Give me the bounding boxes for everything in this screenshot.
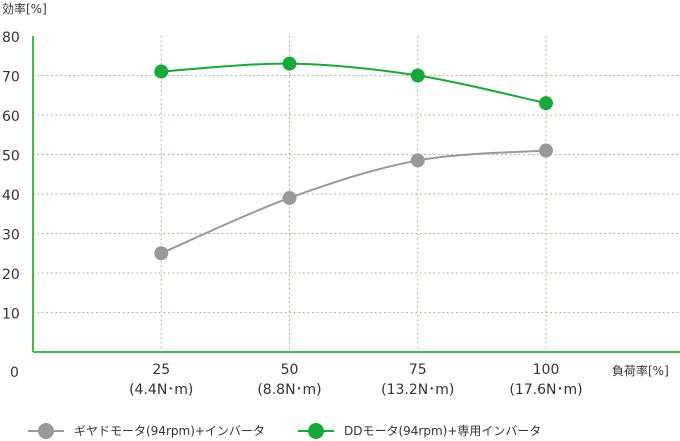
y-axis-title: 効率[%] <box>2 2 47 16</box>
x-tick-label-50: 50 <box>281 362 299 378</box>
legend-item-series-1: ギヤドモータ(94rpm)+インバータ <box>28 420 265 441</box>
series-2-point-75 <box>410 68 425 83</box>
x-tick-label-100: 100 <box>533 362 560 378</box>
legend-marker-series-2 <box>298 422 334 439</box>
y-tick-label-60: 60 <box>2 109 20 125</box>
x-tick-sublabel-50: (8.8N･m) <box>257 382 321 398</box>
x-tick-sublabel-100: (17.6N･m) <box>509 382 582 398</box>
series-1-point-75 <box>410 153 425 168</box>
legend-item-series-2: DDモータ(94rpm)+専用インバータ <box>298 420 541 441</box>
y-tick-label-40: 40 <box>2 188 20 204</box>
x-tick-sublabel-75: (13.2N･m) <box>381 382 454 398</box>
y-tick-label-50: 50 <box>2 149 20 165</box>
legend-label-series-1: ギヤドモータ(94rpm)+インバータ <box>74 424 265 438</box>
y-tick-label-70: 70 <box>2 70 20 86</box>
legend-marker-series-1 <box>28 422 64 439</box>
series-1-point-25 <box>154 246 169 261</box>
legend-label-series-2: DDモータ(94rpm)+専用インバータ <box>344 424 542 438</box>
y-tick-label-10: 10 <box>2 307 20 323</box>
origin-label: 0 <box>10 365 19 381</box>
series-line-1 <box>160 149 547 255</box>
y-tick-label-20: 20 <box>2 267 20 283</box>
series-2-point-25 <box>154 64 169 79</box>
legend: ギヤドモータ(94rpm)+インバータ DDモータ(94rpm)+専用インバータ <box>0 420 680 441</box>
series-line-2 <box>161 62 547 105</box>
y-tick-label-80: 80 <box>2 30 20 46</box>
x-axis-title: 負荷率[%] <box>612 364 669 378</box>
x-tick-label-75: 75 <box>409 362 427 378</box>
series-2-point-50 <box>282 56 297 71</box>
series-1-point-100 <box>539 143 553 158</box>
series-1-point-50 <box>282 190 297 205</box>
x-tick-label-25: 25 <box>152 362 170 378</box>
y-tick-label-30: 30 <box>2 228 20 244</box>
chart-plot: 10 20 30 40 50 60 70 80 25 (4.4N･m) 50 (8.8N･m) 75 (1… <box>2 30 680 398</box>
series-2-point-100 <box>539 96 553 111</box>
x-tick-sublabel-25: (4.4N･m) <box>129 382 193 398</box>
